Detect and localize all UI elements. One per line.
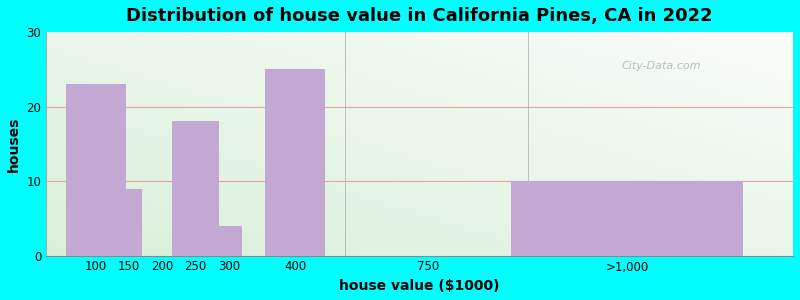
Bar <box>511 181 743 256</box>
Text: City-Data.com: City-Data.com <box>622 61 701 70</box>
Bar <box>172 122 219 256</box>
Title: Distribution of house value in California Pines, CA in 2022: Distribution of house value in Californi… <box>126 7 713 25</box>
Bar <box>266 69 325 256</box>
Bar <box>215 226 242 256</box>
Bar <box>66 84 126 256</box>
Bar <box>116 189 142 256</box>
Y-axis label: houses: houses <box>7 116 21 172</box>
X-axis label: house value ($1000): house value ($1000) <box>339 279 500 293</box>
